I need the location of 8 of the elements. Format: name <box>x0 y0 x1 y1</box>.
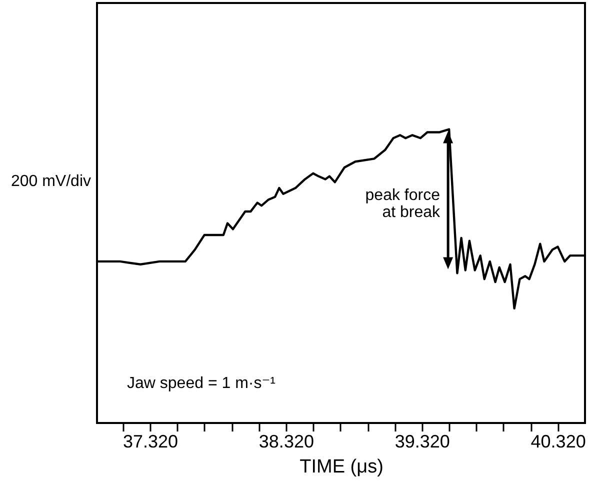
x-tick-label: 37.320 <box>122 432 178 452</box>
x-axis-title: TIME (μs) <box>300 456 384 478</box>
x-tick-label: 38.320 <box>258 432 314 452</box>
annotation: Jaw speed = 1 m·s⁻¹ <box>127 375 276 392</box>
x-tick-label: 40.320 <box>530 432 586 452</box>
annotation: peak force at break <box>365 187 441 221</box>
y-axis-title: 200 mV/div <box>10 173 91 190</box>
x-tick-label: 39.320 <box>394 432 450 452</box>
